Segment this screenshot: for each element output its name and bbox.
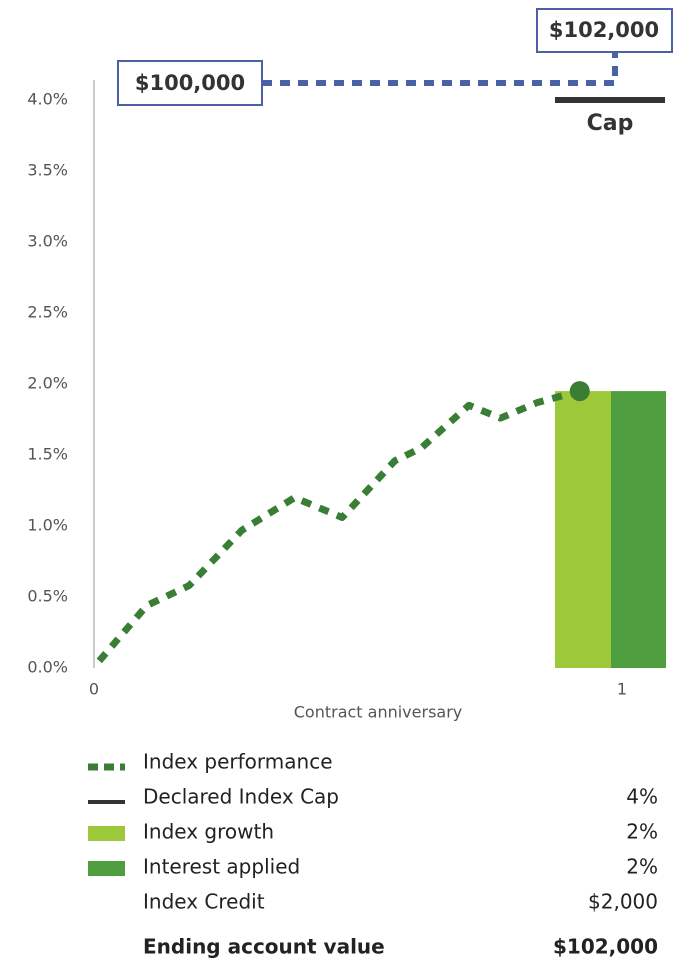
legend-label: Declared Index Cap [143,785,339,809]
legend-label: Index performance [143,750,333,774]
index-line [96,387,581,664]
x-tick-label: 0 [89,680,99,699]
y-tick-label: 3.0% [27,232,68,251]
legend-label: Index growth [143,820,274,844]
start-value: $100,000 [135,71,245,95]
summary-value: $2,000 [588,890,658,914]
summary-label: Index Credit [143,890,265,914]
end-point [569,381,590,402]
value-connector [262,52,618,86]
y-tick-label: 4.0% [27,90,68,109]
end-box [536,8,673,53]
legend-value: 4% [626,785,658,809]
cap-label: Cap [587,111,634,136]
y-tick-label: 0.0% [27,658,68,677]
y-tick-label: 2.5% [27,303,68,322]
y-tick-label: 3.5% [27,161,68,180]
y-tick-label: 0.5% [27,587,68,606]
y-tick-label: 1.0% [27,516,68,535]
x-axis-label: Contract anniversary [294,703,463,722]
summary-label: Ending account value [143,935,385,959]
x-tick-label: 1 [617,680,627,699]
y-tick-label: 1.5% [27,445,68,464]
legend-icon [88,861,125,876]
summary-value: $102,000 [553,935,658,959]
legend-value: 2% [626,855,658,879]
legend-value: 2% [626,820,658,844]
start-box [117,60,263,106]
end-value: $102,000 [549,18,659,42]
y-tick-label: 2.0% [27,374,68,393]
legend-icon [88,826,125,841]
legend-label: Interest applied [143,855,300,879]
bar [611,391,666,668]
bar [555,391,611,668]
